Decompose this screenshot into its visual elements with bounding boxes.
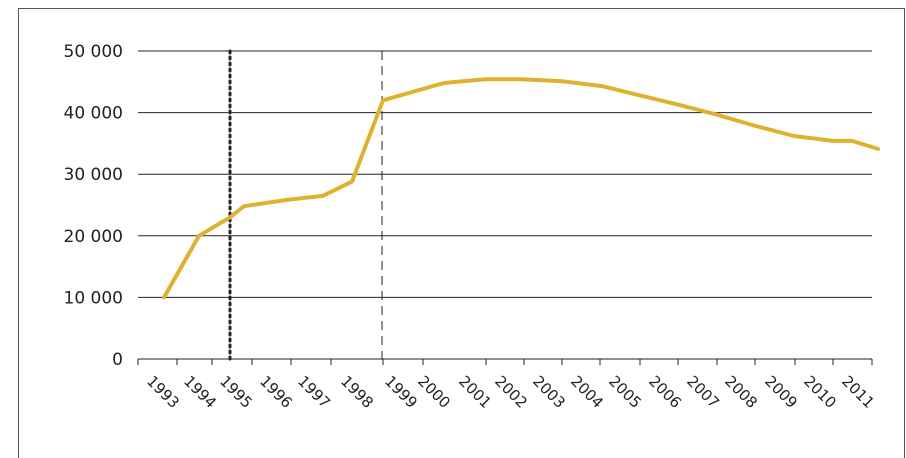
series-layer — [162, 77, 880, 300]
x-tick-label: 2000 — [414, 372, 454, 412]
x-tick-label: 2004 — [567, 372, 607, 412]
x-tick-label: 2006 — [645, 372, 685, 412]
x-tick-label: 1998 — [337, 372, 377, 412]
x-tick-label: 1996 — [256, 372, 296, 412]
x-tick-label: 2010 — [800, 372, 840, 412]
y-tick-label: 50 000 — [64, 42, 123, 62]
x-tick-label: 1995 — [216, 372, 256, 412]
y-tick-labels: 0 10 000 20 000 30 000 40 000 50 000 — [64, 42, 123, 370]
x-tick-label: 2003 — [529, 372, 569, 412]
x-tick-label: 1994 — [180, 372, 220, 412]
gridlines — [138, 50, 872, 298]
y-tick-label: 20 000 — [64, 227, 123, 247]
x-tick-label: 1993 — [143, 372, 183, 412]
y-tick-label: 40 000 — [64, 104, 123, 124]
x-tick-label: 2002 — [491, 372, 531, 412]
axes — [137, 358, 873, 365]
x-tick-label: 2009 — [761, 372, 801, 412]
x-tick-label: 2011 — [838, 372, 878, 412]
x-tick-label: 2005 — [605, 372, 645, 412]
x-tick-label: 2001 — [455, 372, 495, 412]
chart-frame — [18, 8, 905, 458]
y-tick-label: 0 — [112, 350, 123, 370]
series-line-0 — [162, 77, 880, 300]
x-tick-label: 2007 — [683, 372, 723, 412]
y-tick-label: 30 000 — [64, 165, 123, 185]
x-tick-label: 1997 — [294, 372, 334, 412]
y-tick-label: 10 000 — [64, 288, 123, 308]
x-tick-label: 1999 — [381, 372, 421, 412]
x-tick-label: 2008 — [721, 372, 761, 412]
